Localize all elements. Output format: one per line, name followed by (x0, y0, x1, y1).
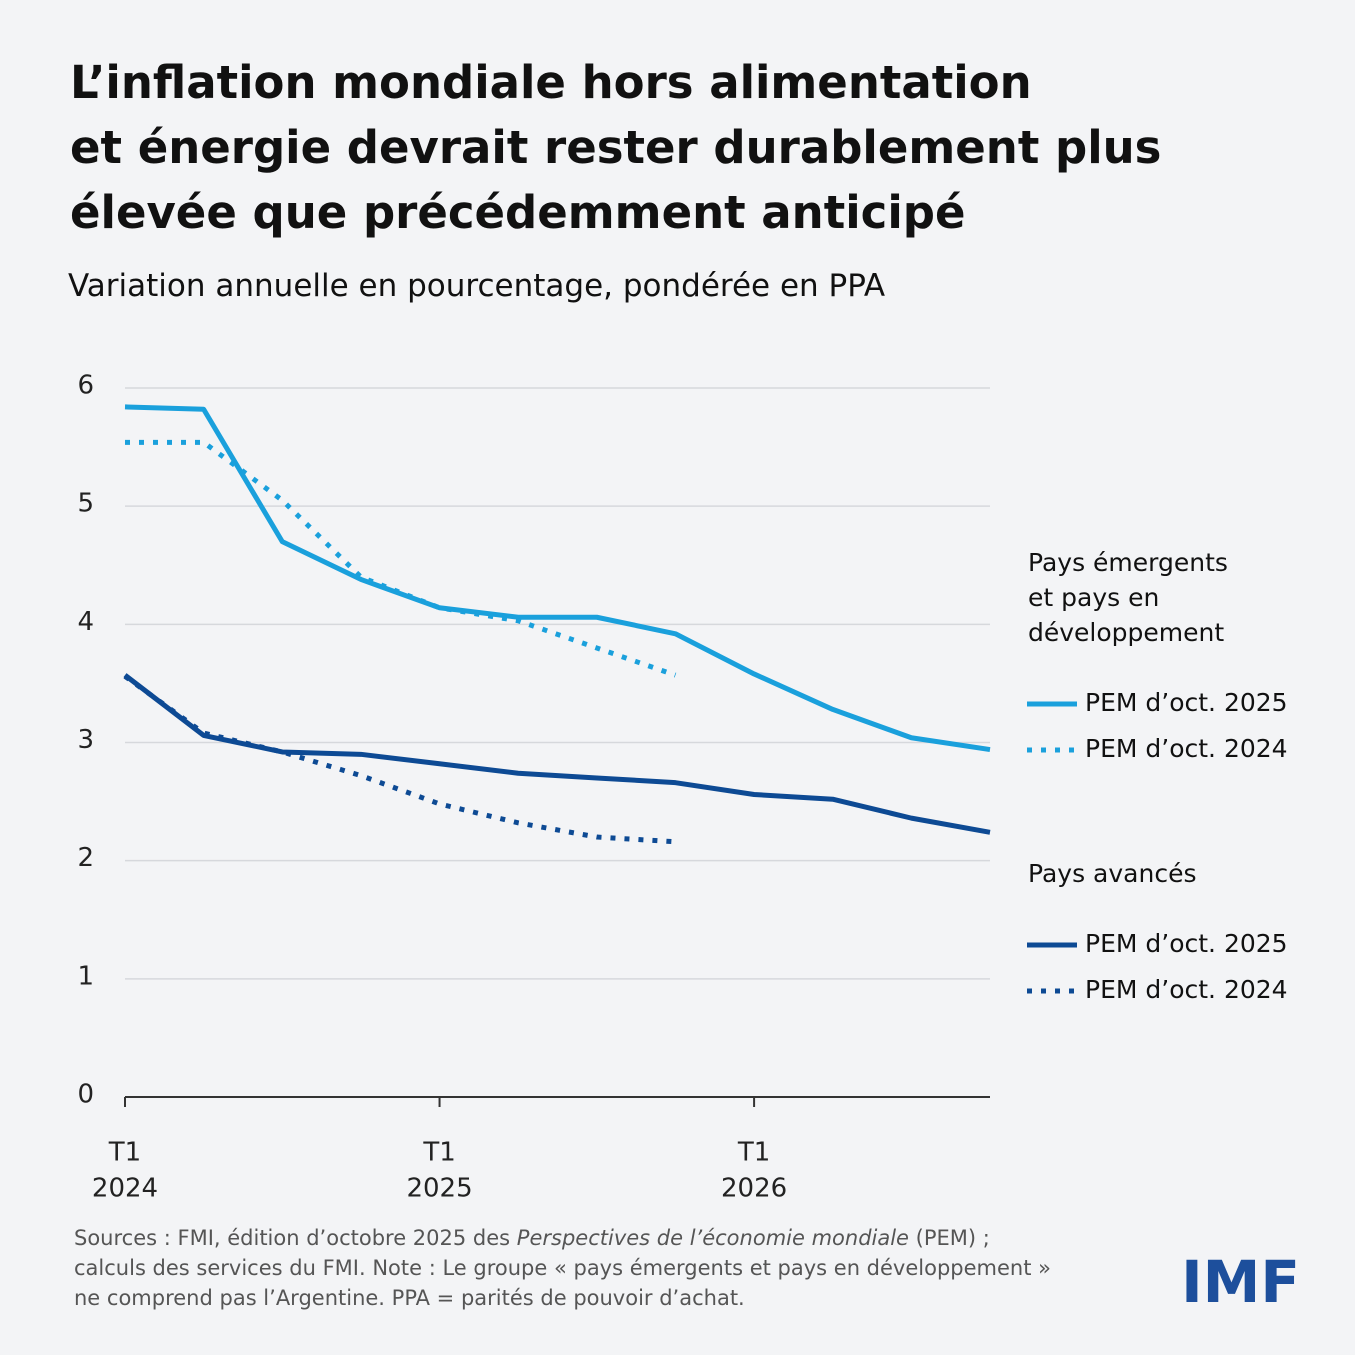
source-part: ne comprend pas l’Argentine. PPA = parit… (74, 1286, 745, 1310)
y-tick-label: 4 (77, 607, 94, 637)
legend-label: PEM d’oct. 2025 (1085, 688, 1288, 717)
chart-title: et énergie devrait rester durablement pl… (70, 121, 1161, 174)
legend-group-title: Pays avancés (1028, 859, 1196, 888)
x-tick-label: T1 (737, 1138, 770, 1168)
x-tick-label: T1 (108, 1138, 141, 1168)
chart-title: élevée que précédemment anticipé (70, 186, 965, 239)
legend-group-title: développement (1028, 618, 1224, 647)
source-note: ne comprend pas l’Argentine. PPA = parit… (74, 1286, 745, 1310)
series-line (124, 404, 991, 753)
source-part: Sources : FMI, édition d’octobre 2025 de… (74, 1226, 517, 1250)
y-tick-label: 5 (77, 489, 94, 519)
legend-group-title: et pays en (1028, 583, 1159, 612)
source-note: Sources : FMI, édition d’octobre 2025 de… (74, 1226, 990, 1250)
series-line (125, 439, 677, 678)
y-tick-label: 2 (77, 843, 94, 873)
x-tick-label: 2026 (721, 1174, 787, 1204)
legend-label: PEM d’oct. 2024 (1085, 734, 1288, 763)
chart-title: L’inflation mondiale hors alimentation (70, 56, 1032, 109)
x-tick-label: 2024 (92, 1174, 158, 1204)
y-tick-label: 6 (77, 371, 94, 401)
source-note: calculs des services du FMI. Note : Le g… (74, 1256, 1051, 1280)
source-part: Perspectives de l’économie mondiale (517, 1226, 909, 1250)
logo: IMF (1181, 1248, 1300, 1316)
series-line (123, 673, 991, 835)
legend-group-title: Pays émergents (1028, 548, 1228, 577)
subtitle: Variation annuelle en pourcentage, pondé… (68, 268, 885, 304)
y-tick-label: 1 (77, 961, 94, 991)
y-tick-label: 3 (77, 725, 94, 755)
series-line (123, 674, 676, 845)
x-tick-label: 2025 (406, 1174, 472, 1204)
source-part: calculs des services du FMI. Note : Le g… (74, 1256, 1051, 1280)
source-part: (PEM) ; (909, 1226, 990, 1250)
legend-label: PEM d’oct. 2025 (1085, 929, 1288, 958)
legend-label: PEM d’oct. 2024 (1085, 975, 1288, 1004)
y-tick-label: 0 (77, 1080, 94, 1110)
x-tick-label: T1 (422, 1138, 455, 1168)
